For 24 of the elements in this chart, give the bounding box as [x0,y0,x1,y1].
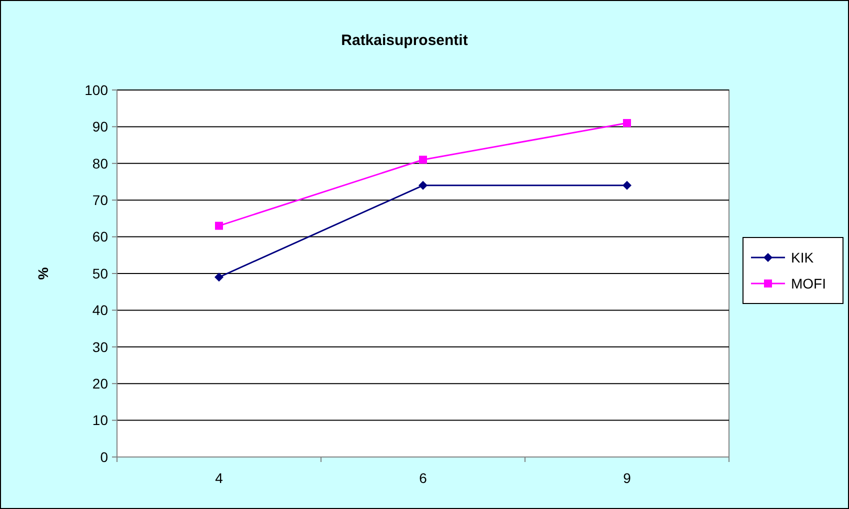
y-tick-label: 10 [92,412,108,428]
x-tick-label: 9 [623,470,632,486]
chart-title: Ratkaisuprosentit [341,32,468,49]
y-tick-label: 0 [100,448,108,465]
y-tick-label: 70 [92,192,108,208]
y-tick-label: 60 [92,228,108,245]
legend-label: KIK [791,249,814,266]
y-axis-title: % [35,266,51,280]
legend-label: MOFI [791,275,826,292]
y-tick-label: 80 [92,155,108,172]
point [623,119,631,128]
point [214,272,224,282]
y-tick-label: 30 [92,338,108,355]
y-tick-label: 90 [92,118,108,135]
point [419,156,427,164]
y-tick-label: 40 [92,302,108,318]
point [418,180,428,190]
y-tick-label: 50 [92,265,108,282]
y-tick-label: 20 [92,376,108,392]
y-tick-label: 100 [84,82,108,98]
x-tick-label: 6 [419,470,428,486]
point [215,222,223,230]
point [622,180,632,190]
x-tick-label: 4 [215,470,224,486]
